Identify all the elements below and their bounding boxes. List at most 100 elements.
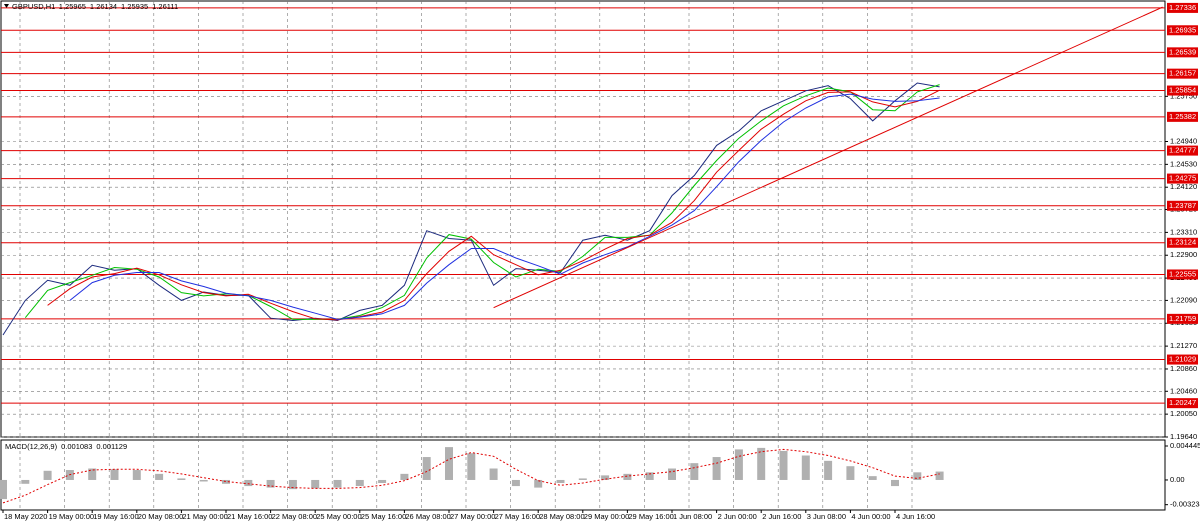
level-label: 1.26935 xyxy=(1169,25,1196,34)
level-label: 1.24275 xyxy=(1169,174,1196,183)
macd-bar xyxy=(422,457,431,480)
macd-bar xyxy=(222,479,230,484)
macd-bar xyxy=(556,479,565,484)
y-tick-label: 1.21270 xyxy=(1170,341,1197,350)
header-value: 1.25965 xyxy=(59,2,86,11)
panel-header: MACD(12,26,9) 0.001083 0.001129 xyxy=(5,442,127,451)
indicator-name: MACD(12,26,9) xyxy=(5,442,58,451)
y-tick-label: 1.25750 xyxy=(1170,91,1197,100)
x-tick-label: 29 May 00:00 xyxy=(584,512,629,521)
macd-bar xyxy=(400,473,409,480)
macd-bar xyxy=(645,472,654,480)
indicator-name: GBPUSD,H1 xyxy=(12,2,55,11)
level-label: 1.26539 xyxy=(1169,47,1196,56)
macd-bar xyxy=(199,479,208,482)
x-tick-label: 19 May 00:00 xyxy=(49,512,94,521)
menu-arrow[interactable] xyxy=(4,4,9,8)
x-tick-label: 27 May 16:00 xyxy=(495,512,540,521)
x-tick-label: 4 Jun 16:00 xyxy=(896,512,935,521)
y-tick-label: 0.004445 xyxy=(1170,441,1200,450)
y-tick-label: 1.19640 xyxy=(1170,432,1197,441)
macd-bar xyxy=(511,479,520,487)
x-tick-label: 26 May 08:00 xyxy=(405,512,450,521)
x-tick-label: 25 May 16:00 xyxy=(361,512,406,521)
macd-bar xyxy=(734,449,743,480)
x-tick-label: 19 May 16:00 xyxy=(93,512,138,521)
macd-bar xyxy=(846,466,855,480)
level-label-bg xyxy=(1167,313,1198,324)
level-label-bg xyxy=(1167,85,1198,96)
level-label: 1.20247 xyxy=(1169,398,1196,407)
header-value: 1.25935 xyxy=(121,2,148,11)
macd-bar xyxy=(534,479,543,488)
macd-bar xyxy=(43,470,52,480)
macd-bar xyxy=(110,469,119,480)
macd-bar xyxy=(311,479,320,489)
x-tick-label: 22 May 08:00 xyxy=(272,512,317,521)
level-label-bg xyxy=(1167,47,1198,58)
level-label-bg xyxy=(1167,25,1198,36)
x-tick-label: 28 May 08:00 xyxy=(539,512,584,521)
level-label-bg xyxy=(1167,200,1198,211)
macd-bar xyxy=(155,473,164,480)
macd-bar xyxy=(935,471,944,480)
level-label-bg xyxy=(1167,111,1198,122)
header-value: 1.26134 xyxy=(90,2,117,11)
macd-bar xyxy=(88,468,97,480)
macd-bar xyxy=(690,463,699,480)
y-tick-label: 1.22090 xyxy=(1170,295,1197,304)
x-tick-label: 25 May 00:00 xyxy=(316,512,361,521)
x-tick-label: 4 Jun 00:00 xyxy=(851,512,890,521)
macd-bar xyxy=(801,455,810,480)
macd-bar xyxy=(355,479,364,487)
macd-bar xyxy=(132,470,141,480)
moving-average xyxy=(47,89,940,321)
y-tick-label: 1.20460 xyxy=(1170,386,1197,395)
macd-bar xyxy=(601,475,610,480)
level-label: 1.24777 xyxy=(1169,146,1196,155)
y-tick-label: 1.22900 xyxy=(1170,250,1197,259)
macd-bar xyxy=(21,479,30,484)
level-label-bg xyxy=(1167,354,1198,365)
level-label-bg xyxy=(1167,269,1198,280)
price-line xyxy=(2,82,940,336)
x-tick-label: 21 May 00:00 xyxy=(182,512,227,521)
macd-bar xyxy=(757,447,766,480)
macd-bar xyxy=(623,473,632,480)
x-tick-label: 1 Jun 08:00 xyxy=(673,512,712,521)
macd-bar xyxy=(824,460,833,480)
macd-bar xyxy=(489,468,498,480)
y-tick-label: 1.24530 xyxy=(1170,159,1197,168)
trendline xyxy=(493,6,1163,309)
macd-bar xyxy=(378,479,387,484)
moving-average xyxy=(69,93,940,320)
macd-bar xyxy=(288,479,297,490)
level-label: 1.21759 xyxy=(1169,314,1196,323)
level-label: 1.21029 xyxy=(1169,355,1196,364)
macd-bar xyxy=(913,472,922,480)
macd-bar xyxy=(467,453,476,480)
macd-bar xyxy=(0,479,7,500)
x-tick-label: 20 May 08:00 xyxy=(138,512,183,521)
level-label: 1.26157 xyxy=(1169,69,1196,78)
x-tick-label: 21 May 16:00 xyxy=(227,512,272,521)
level-label: 1.23124 xyxy=(1169,238,1196,247)
signal-line xyxy=(2,448,940,504)
header-value: 1.26111 xyxy=(152,2,178,11)
level-label: 1.25382 xyxy=(1169,112,1196,121)
x-tick-label: 2 Jun 00:00 xyxy=(718,512,757,521)
x-tick-label: 18 May 2020 xyxy=(4,512,47,521)
x-tick-label: 27 May 00:00 xyxy=(450,512,495,521)
macd-bar xyxy=(266,479,275,488)
y-tick-label: -0.003234 xyxy=(1170,500,1200,509)
header-value: 0.001083 xyxy=(61,442,92,451)
level-label-bg xyxy=(1167,2,1198,13)
macd-bar xyxy=(445,447,453,480)
level-label-bg xyxy=(1167,398,1198,409)
macd-bar xyxy=(244,479,253,487)
level-label-bg xyxy=(1167,68,1198,79)
y-tick-label: 1.20050 xyxy=(1170,409,1197,418)
level-label: 1.25854 xyxy=(1169,86,1196,95)
macd-bar xyxy=(668,468,676,480)
macd-bar xyxy=(779,450,788,480)
